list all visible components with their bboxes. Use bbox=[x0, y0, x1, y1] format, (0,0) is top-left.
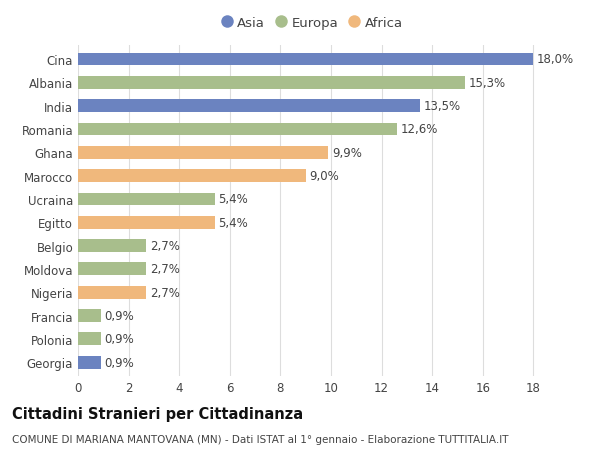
Bar bbox=[78, 286, 146, 299]
Bar bbox=[78, 100, 419, 113]
Bar bbox=[78, 170, 305, 183]
Text: 5,4%: 5,4% bbox=[218, 193, 248, 206]
Text: 12,6%: 12,6% bbox=[401, 123, 438, 136]
Bar bbox=[78, 53, 533, 66]
Text: 2,7%: 2,7% bbox=[150, 286, 180, 299]
Text: 18,0%: 18,0% bbox=[537, 53, 574, 67]
Bar bbox=[78, 263, 146, 276]
Text: 2,7%: 2,7% bbox=[150, 240, 180, 252]
Text: 13,5%: 13,5% bbox=[424, 100, 460, 113]
Bar bbox=[78, 146, 328, 159]
Bar bbox=[78, 77, 465, 90]
Text: 0,9%: 0,9% bbox=[104, 356, 134, 369]
Text: Cittadini Stranieri per Cittadinanza: Cittadini Stranieri per Cittadinanza bbox=[12, 406, 303, 421]
Bar bbox=[78, 240, 146, 252]
Text: 15,3%: 15,3% bbox=[469, 77, 506, 90]
Bar bbox=[78, 123, 397, 136]
Text: 9,0%: 9,0% bbox=[310, 170, 339, 183]
Text: COMUNE DI MARIANA MANTOVANA (MN) - Dati ISTAT al 1° gennaio - Elaborazione TUTTI: COMUNE DI MARIANA MANTOVANA (MN) - Dati … bbox=[12, 434, 509, 444]
Bar bbox=[78, 309, 101, 322]
Legend: Asia, Europa, Africa: Asia, Europa, Africa bbox=[217, 13, 407, 34]
Bar bbox=[78, 193, 215, 206]
Text: 0,9%: 0,9% bbox=[104, 333, 134, 346]
Text: 2,7%: 2,7% bbox=[150, 263, 180, 276]
Text: 0,9%: 0,9% bbox=[104, 309, 134, 322]
Text: 5,4%: 5,4% bbox=[218, 216, 248, 229]
Bar bbox=[78, 216, 215, 229]
Bar bbox=[78, 356, 101, 369]
Text: 9,9%: 9,9% bbox=[332, 146, 362, 159]
Bar bbox=[78, 333, 101, 346]
